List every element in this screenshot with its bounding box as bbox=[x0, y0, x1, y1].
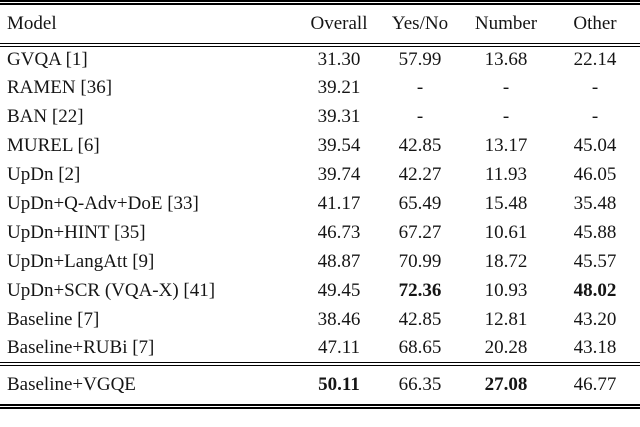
cell-yesno: 66.35 bbox=[398, 373, 442, 395]
cell-yesno: 57.99 bbox=[398, 49, 442, 70]
cell-model: MUREL [6] bbox=[7, 135, 100, 156]
cell-yesno: 68.65 bbox=[398, 337, 442, 358]
cell-number: 27.08 bbox=[484, 373, 528, 395]
cell-number: 18.72 bbox=[484, 251, 528, 272]
cell-yesno: - bbox=[416, 106, 424, 127]
cell-overall: 47.11 bbox=[317, 337, 361, 358]
table-row: RAMEN [36] 39.21 - - - bbox=[0, 74, 640, 103]
table-row: UpDn [2] 39.74 42.27 11.93 46.05 bbox=[0, 161, 640, 190]
cell-overall: 41.17 bbox=[317, 193, 361, 214]
cell-other: 46.05 bbox=[573, 164, 617, 185]
table-row: UpDn+Q-Adv+DoE [33] 41.17 65.49 15.48 35… bbox=[0, 190, 640, 219]
cell-yesno: 67.27 bbox=[398, 222, 442, 243]
cell-yesno: 42.27 bbox=[398, 164, 442, 185]
column-header-overall: Overall bbox=[310, 12, 368, 34]
cell-other: 45.04 bbox=[573, 135, 617, 156]
cell-other: 35.48 bbox=[573, 193, 617, 214]
cell-number: 15.48 bbox=[484, 193, 528, 214]
table-row: UpDn+LangAtt [9] 48.87 70.99 18.72 45.57 bbox=[0, 248, 640, 277]
cell-other: 46.77 bbox=[573, 373, 617, 395]
cell-number: 11.93 bbox=[484, 164, 528, 185]
column-header-yesno: Yes/No bbox=[391, 12, 449, 34]
results-table: Model Overall Yes/No Number Other GVQA [… bbox=[0, 2, 640, 407]
cell-number: - bbox=[502, 106, 510, 127]
cell-overall: 39.31 bbox=[317, 106, 361, 127]
cell-yesno: 65.49 bbox=[398, 193, 442, 214]
table-row: Baseline [7] 38.46 42.85 12.81 43.20 bbox=[0, 306, 640, 335]
column-header-other: Other bbox=[573, 12, 617, 34]
cell-other: 43.20 bbox=[573, 309, 617, 330]
cell-model: UpDn+HINT [35] bbox=[7, 222, 146, 243]
cell-other: 43.18 bbox=[573, 337, 617, 358]
cell-model: Baseline+RUBi [7] bbox=[7, 337, 155, 358]
column-header-number: Number bbox=[474, 12, 538, 34]
cell-yesno: 72.36 bbox=[398, 280, 442, 301]
cell-overall: 49.45 bbox=[317, 280, 361, 301]
cell-number: 13.17 bbox=[484, 135, 528, 156]
cell-other: 45.88 bbox=[573, 222, 617, 243]
cell-number: - bbox=[502, 77, 510, 98]
cell-yesno: 70.99 bbox=[398, 251, 442, 272]
cell-other: 45.57 bbox=[573, 251, 617, 272]
cell-model: UpDn+LangAtt [9] bbox=[7, 251, 155, 272]
cell-overall: 31.30 bbox=[317, 49, 361, 70]
cell-other: - bbox=[591, 106, 599, 127]
cell-number: 20.28 bbox=[484, 337, 528, 358]
cell-other: 48.02 bbox=[573, 280, 617, 301]
cell-number: 10.61 bbox=[484, 222, 528, 243]
cell-model: BAN [22] bbox=[7, 106, 84, 127]
cell-other: - bbox=[591, 77, 599, 98]
table-row: UpDn+HINT [35] 46.73 67.27 10.61 45.88 bbox=[0, 219, 640, 248]
table-row: Baseline+RUBi [7] 47.11 68.65 20.28 43.1… bbox=[0, 335, 640, 364]
cell-overall: 39.74 bbox=[317, 164, 361, 185]
header-row: Model Overall Yes/No Number Other bbox=[0, 3, 640, 45]
cell-number: 12.81 bbox=[484, 309, 528, 330]
cell-overall: 39.54 bbox=[317, 135, 361, 156]
table-row: MUREL [6] 39.54 42.85 13.17 45.04 bbox=[0, 132, 640, 161]
cell-overall: 38.46 bbox=[317, 309, 361, 330]
cell-model: RAMEN [36] bbox=[7, 77, 113, 98]
cell-overall: 39.21 bbox=[317, 77, 361, 98]
cell-yesno: - bbox=[416, 77, 424, 98]
cell-model: UpDn [2] bbox=[7, 164, 81, 185]
cell-model: Baseline [7] bbox=[7, 309, 100, 330]
cell-other: 22.14 bbox=[573, 49, 617, 70]
cell-model: UpDn+Q-Adv+DoE [33] bbox=[7, 193, 199, 214]
cell-overall: 50.11 bbox=[318, 373, 360, 395]
cell-yesno: 42.85 bbox=[398, 309, 442, 330]
cell-yesno: 42.85 bbox=[398, 135, 442, 156]
table-header: Model Overall Yes/No Number Other bbox=[0, 2, 640, 45]
footer-row: Baseline+VGQE 50.11 66.35 27.08 46.77 bbox=[0, 364, 640, 407]
column-header-model: Model bbox=[7, 12, 57, 34]
cell-number: 10.93 bbox=[484, 280, 528, 301]
table-body: GVQA [1] 31.30 57.99 13.68 22.14 RAMEN [… bbox=[0, 45, 640, 364]
table-footer: Baseline+VGQE 50.11 66.35 27.08 46.77 bbox=[0, 363, 640, 407]
cell-overall: 48.87 bbox=[317, 251, 361, 272]
cell-model: Baseline+VGQE bbox=[7, 373, 136, 395]
cell-overall: 46.73 bbox=[317, 222, 361, 243]
table-row: BAN [22] 39.31 - - - bbox=[0, 103, 640, 132]
table-row: UpDn+SCR (VQA-X) [41] 49.45 72.36 10.93 … bbox=[0, 277, 640, 306]
cell-number: 13.68 bbox=[484, 49, 528, 70]
cell-model: UpDn+SCR (VQA-X) [41] bbox=[7, 280, 216, 301]
table-row: GVQA [1] 31.30 57.99 13.68 22.14 bbox=[0, 45, 640, 74]
cell-model: GVQA [1] bbox=[7, 49, 88, 70]
